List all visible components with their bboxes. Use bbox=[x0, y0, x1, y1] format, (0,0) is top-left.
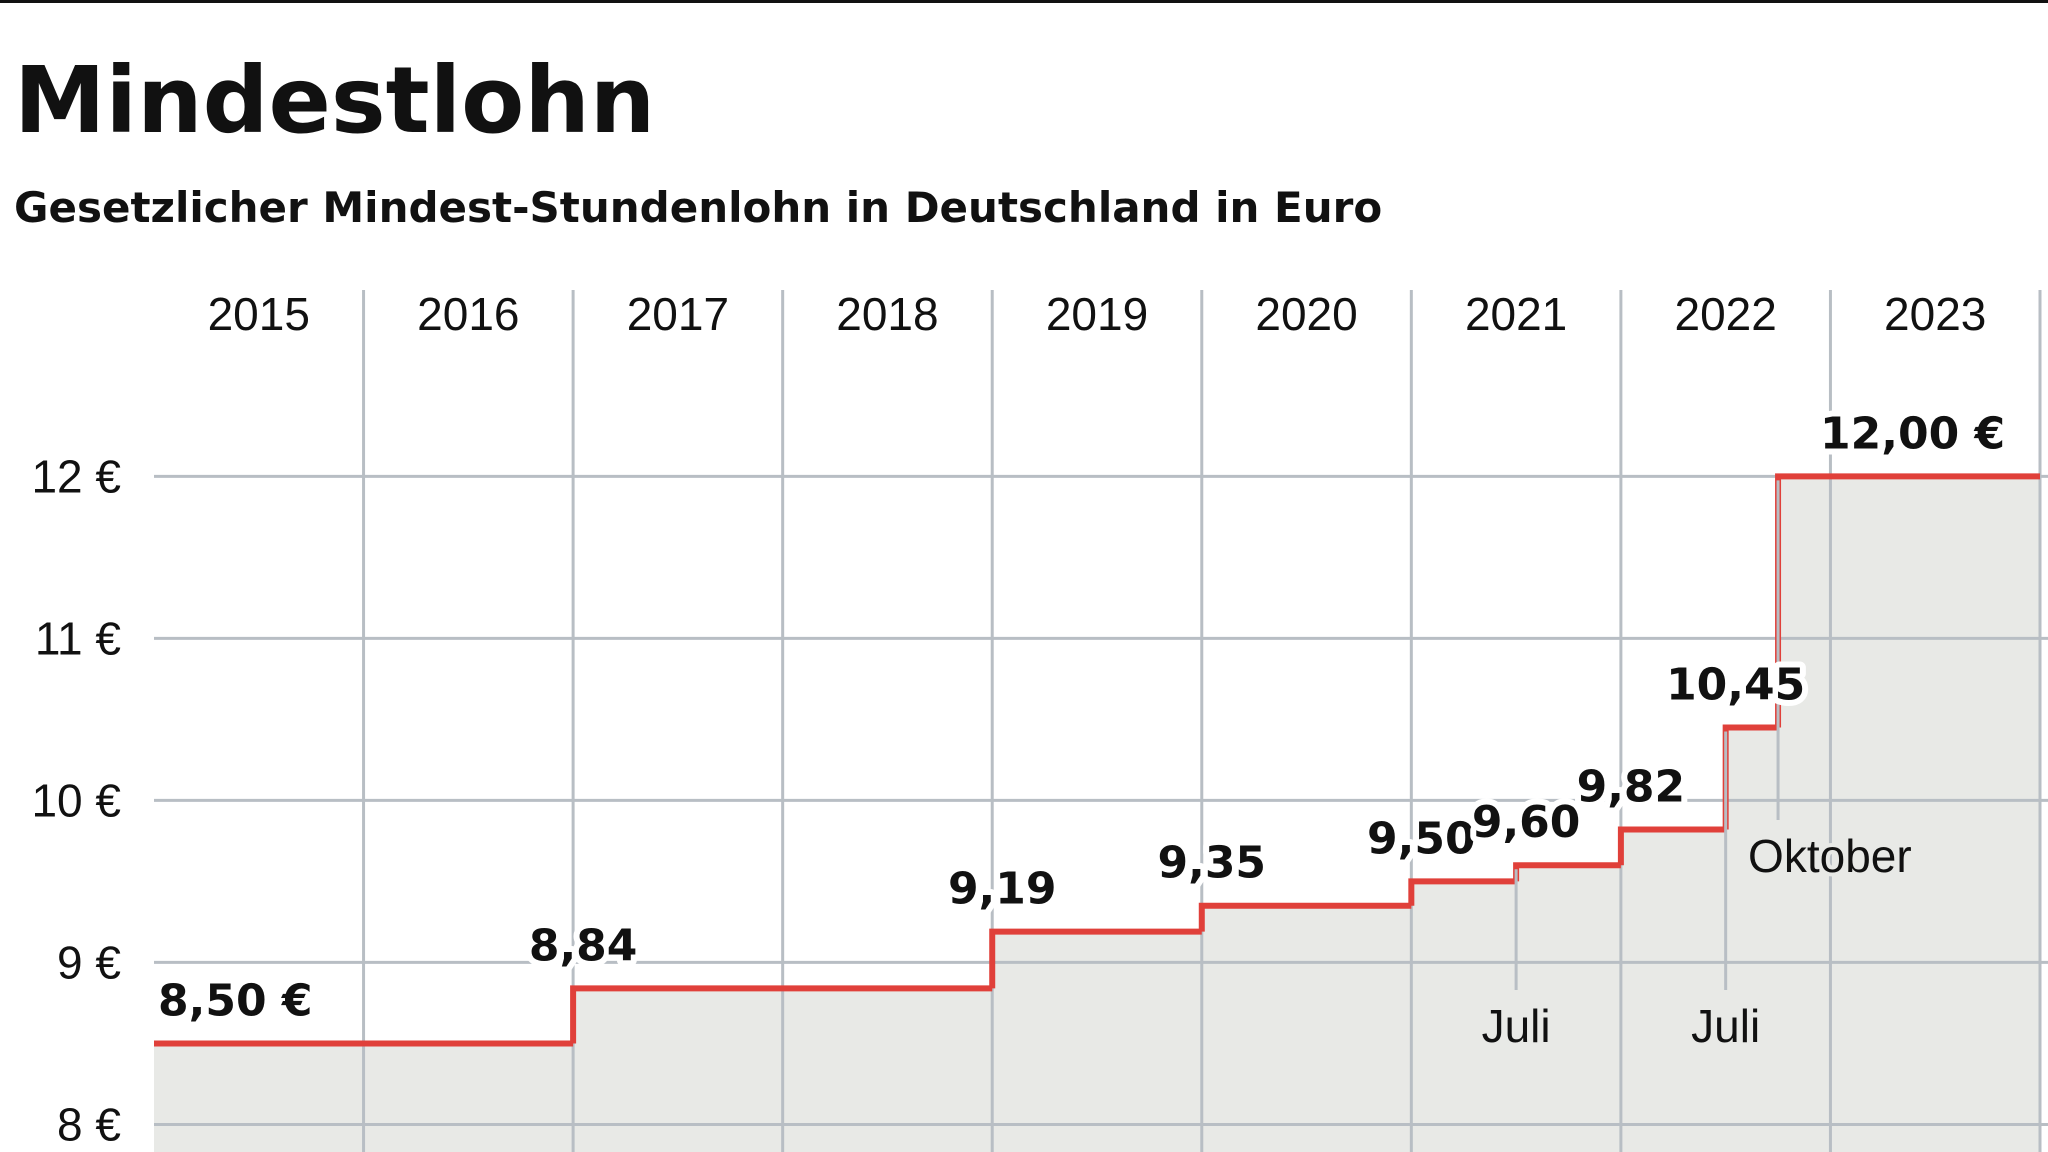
top-rule bbox=[0, 0, 2048, 3]
x-tick-label: 2021 bbox=[1465, 288, 1567, 340]
grid-layer bbox=[154, 290, 2048, 1152]
step-segment bbox=[989, 928, 1202, 989]
step-segment bbox=[1408, 878, 1517, 906]
x-tick-label: 2017 bbox=[627, 288, 729, 340]
x-tick-label: 2018 bbox=[836, 288, 938, 340]
y-tick-label: 10 € bbox=[31, 774, 121, 826]
chart-subtitle: Gesetzlicher Mindest-Stundenlohn in Deut… bbox=[14, 183, 1382, 232]
value-label: 8,50 € bbox=[158, 975, 313, 1026]
text-layer: 8,50 € 8,84 9,19 9,35 9,509,609,82 10,45 12,00… bbox=[31, 288, 2011, 1150]
step-segment bbox=[1617, 826, 1726, 866]
annotation: Oktober bbox=[1748, 830, 1912, 882]
line-layer bbox=[154, 473, 2040, 1047]
area-layer bbox=[154, 476, 2040, 1152]
y-tick-label: 9 € bbox=[57, 936, 121, 988]
y-tick-label: 8 € bbox=[57, 1098, 121, 1150]
x-tick-label: 2022 bbox=[1674, 288, 1776, 340]
value-label: 9,60 bbox=[1472, 797, 1581, 848]
annotation: Juli bbox=[1691, 1000, 1760, 1052]
x-tick-label: 2023 bbox=[1884, 288, 1986, 340]
value-label: 9,82 bbox=[1577, 762, 1686, 813]
value-label: 9,50 bbox=[1367, 813, 1476, 864]
value-label: 12,00 € bbox=[1820, 408, 2005, 459]
step-segment bbox=[1198, 902, 1412, 932]
y-tick-label: 12 € bbox=[31, 450, 121, 502]
value-label: 9,35 bbox=[1157, 838, 1266, 889]
area-fill bbox=[154, 476, 2040, 1152]
value-label: 10,45 bbox=[1666, 659, 1805, 710]
x-tick-label: 2015 bbox=[208, 288, 310, 340]
chart-title: Mindestlohn bbox=[14, 47, 655, 154]
x-tick-label: 2020 bbox=[1255, 288, 1357, 340]
step-segment bbox=[570, 985, 993, 1044]
y-tick-label: 11 € bbox=[35, 612, 121, 664]
x-tick-label: 2019 bbox=[1046, 288, 1148, 340]
value-label: 8,84 bbox=[529, 920, 638, 971]
x-tick-label: 2016 bbox=[417, 288, 519, 340]
annotation: Juli bbox=[1482, 1000, 1551, 1052]
value-label: 9,19 bbox=[948, 864, 1057, 915]
